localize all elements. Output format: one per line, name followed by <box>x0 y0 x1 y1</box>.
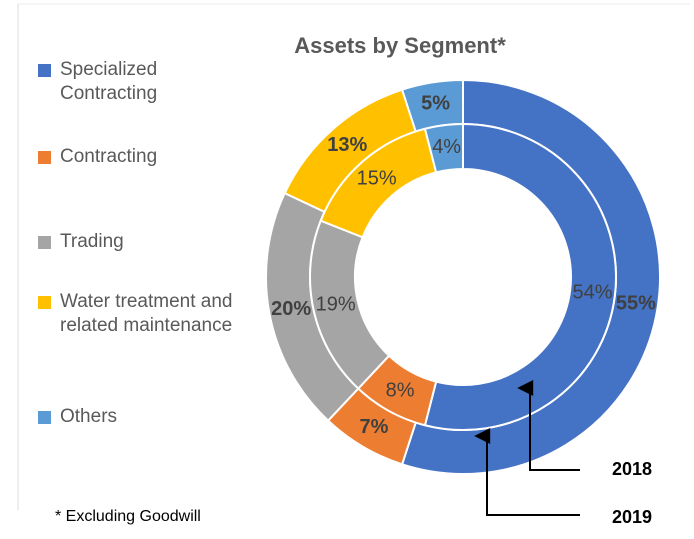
legend-label: Contracting <box>60 146 158 167</box>
data-label: 15% <box>357 167 397 189</box>
footnote: * Excluding Goodwill <box>55 508 201 525</box>
legend-label: Specialized Contracting <box>60 59 158 104</box>
legend-swatch <box>38 296 51 309</box>
legend-item: Trading <box>38 230 260 254</box>
legend-item: Contracting <box>38 145 260 169</box>
ring-label: 2019 <box>612 507 652 527</box>
data-label: 54% <box>572 282 612 304</box>
legend-swatch <box>38 64 51 77</box>
legend-label: Water treatment and related maintenance <box>60 291 233 336</box>
rings <box>265 78 661 475</box>
data-label: 55% <box>616 293 656 315</box>
legend-item: Specialized Contracting <box>38 58 190 106</box>
data-label: 13% <box>327 134 367 156</box>
segment <box>423 122 617 431</box>
legend-label: Trading <box>60 231 124 252</box>
segment <box>423 122 464 174</box>
data-label: 7% <box>359 416 388 438</box>
data-label: 20% <box>271 298 311 320</box>
legend-item: Water treatment and related maintenance <box>38 290 260 338</box>
legend-item: Others <box>38 405 260 429</box>
legend-swatch <box>38 151 51 164</box>
ring-label: 2018 <box>612 459 652 479</box>
legend-swatch <box>38 236 51 249</box>
data-label: 4% <box>432 136 461 158</box>
data-label: 5% <box>421 92 450 114</box>
legend-swatch <box>38 411 51 424</box>
data-label: 19% <box>316 294 356 316</box>
arrow <box>474 428 580 516</box>
arrow <box>517 380 580 471</box>
chart-title: Assets by Segment* <box>294 33 506 58</box>
data-label: 8% <box>386 380 415 402</box>
legend-label: Others <box>60 406 118 427</box>
